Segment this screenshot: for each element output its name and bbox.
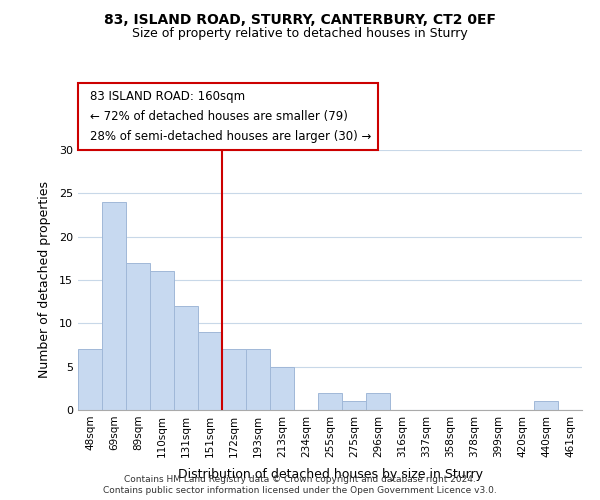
Text: 83, ISLAND ROAD, STURRY, CANTERBURY, CT2 0EF: 83, ISLAND ROAD, STURRY, CANTERBURY, CT2… [104, 12, 496, 26]
Bar [270, 366, 294, 410]
Bar [222, 350, 246, 410]
Text: Size of property relative to detached houses in Sturry: Size of property relative to detached ho… [132, 28, 468, 40]
Bar [150, 272, 174, 410]
Text: ← 72% of detached houses are smaller (79): ← 72% of detached houses are smaller (79… [90, 110, 348, 123]
Bar [78, 350, 102, 410]
X-axis label: Distribution of detached houses by size in Sturry: Distribution of detached houses by size … [178, 468, 482, 481]
Text: Contains HM Land Registry data © Crown copyright and database right 2024.: Contains HM Land Registry data © Crown c… [124, 475, 476, 484]
Text: 83 ISLAND ROAD: 160sqm: 83 ISLAND ROAD: 160sqm [90, 90, 245, 103]
Y-axis label: Number of detached properties: Number of detached properties [38, 182, 50, 378]
Bar [102, 202, 126, 410]
Bar [198, 332, 222, 410]
Bar [534, 402, 558, 410]
Bar [318, 392, 342, 410]
Bar [342, 402, 366, 410]
Text: Contains public sector information licensed under the Open Government Licence v3: Contains public sector information licen… [103, 486, 497, 495]
Bar [126, 262, 150, 410]
Bar [246, 350, 270, 410]
Bar [174, 306, 198, 410]
Bar [366, 392, 390, 410]
Text: 28% of semi-detached houses are larger (30) →: 28% of semi-detached houses are larger (… [90, 130, 371, 143]
